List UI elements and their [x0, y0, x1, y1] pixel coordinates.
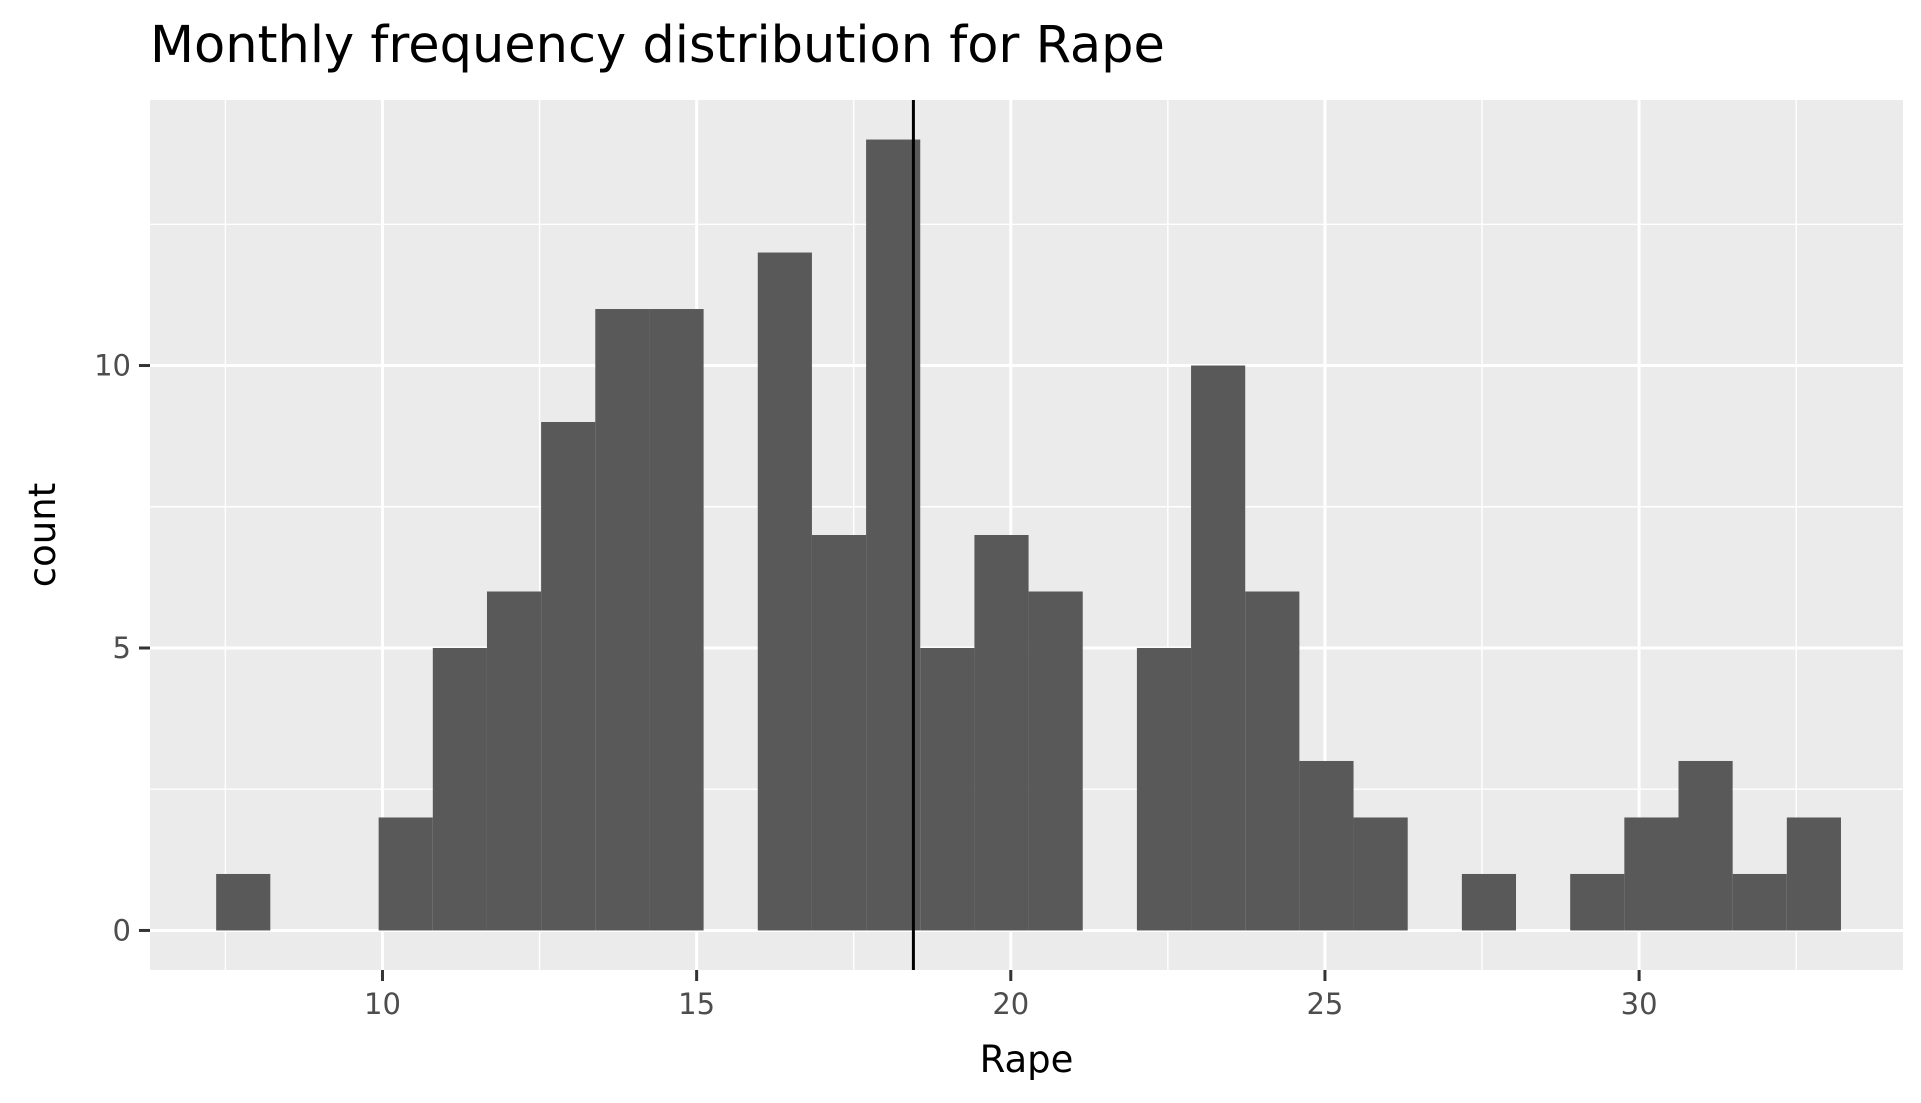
histogram-bar	[541, 422, 596, 931]
x-tick-label: 15	[678, 987, 715, 1021]
y-axis: 0 5 10	[94, 349, 150, 947]
x-axis: 10 15 20 25 30	[364, 970, 1658, 1021]
histogram-bar	[595, 309, 650, 931]
histogram-bar	[757, 252, 812, 931]
histogram-bar	[1191, 365, 1246, 931]
x-axis-title: Rape	[980, 1038, 1074, 1081]
histogram-bar	[1570, 873, 1625, 931]
y-tick-label: 0	[113, 913, 131, 947]
histogram-bar	[1136, 647, 1192, 931]
y-tick-label: 5	[113, 631, 131, 665]
histogram-bar	[1461, 873, 1517, 931]
x-tick-label: 10	[364, 987, 401, 1021]
y-tick-label: 10	[94, 349, 131, 383]
histogram-bar	[1299, 760, 1354, 931]
histogram-bar	[920, 647, 975, 931]
histogram-bar	[1353, 817, 1408, 931]
histogram-bar	[974, 535, 1029, 931]
histogram-bar	[1028, 591, 1083, 931]
histogram-bar	[1732, 873, 1787, 931]
histogram-bar	[378, 817, 433, 931]
histogram-bar	[1786, 817, 1841, 931]
histogram-bar	[1624, 817, 1679, 931]
histogram-bar	[649, 309, 704, 931]
histogram-bar	[216, 873, 271, 931]
histogram-bars	[216, 139, 1841, 931]
chart-title: Monthly frequency distribution for Rape	[150, 16, 1165, 75]
x-tick-label: 20	[992, 987, 1029, 1021]
histogram-bar	[866, 139, 921, 931]
histogram-bar	[811, 535, 867, 931]
histogram-bar	[1245, 591, 1300, 931]
y-axis-title: count	[21, 483, 64, 587]
histogram-bar	[486, 591, 542, 931]
x-tick-label: 30	[1621, 987, 1658, 1021]
x-tick-label: 25	[1306, 987, 1343, 1021]
histogram-bar	[1678, 760, 1733, 931]
histogram-bar	[432, 647, 487, 931]
